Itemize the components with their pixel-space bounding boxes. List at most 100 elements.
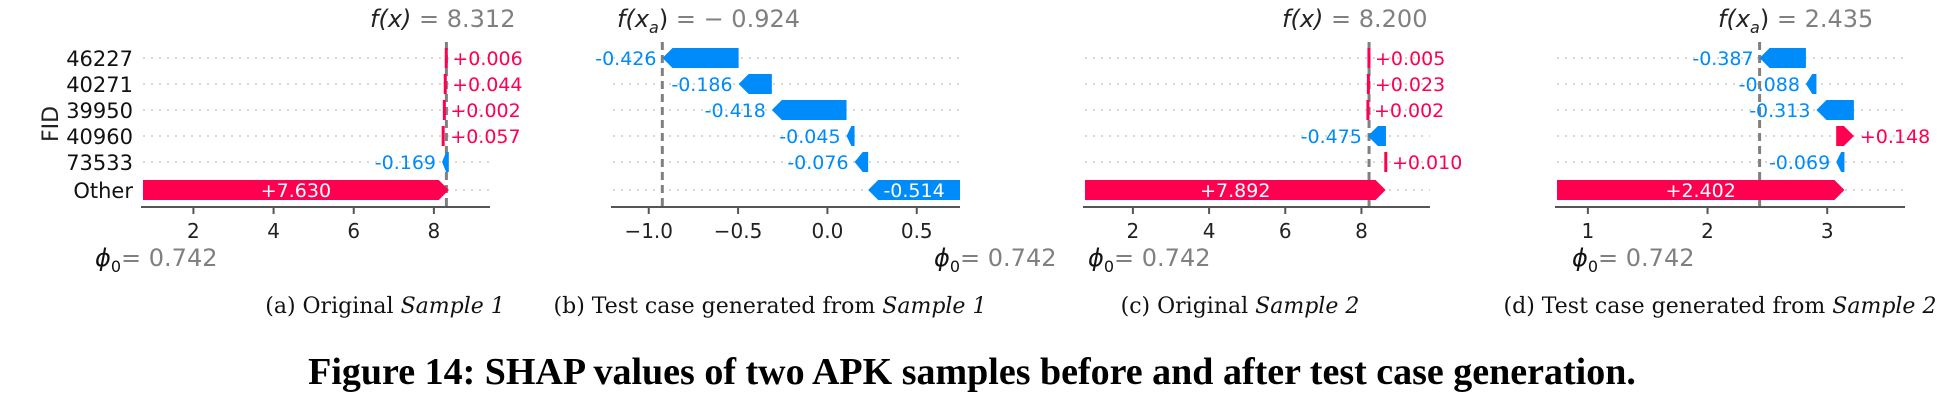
bar-value-label: -0.313	[1749, 100, 1810, 122]
caption-sample: Sample 2	[1255, 294, 1359, 319]
shap-bar	[143, 180, 449, 200]
bar-value-label: -0.514	[883, 180, 944, 202]
x-tick-label: 3	[1821, 219, 1834, 243]
shap-bar	[868, 180, 960, 200]
shap-bar	[442, 152, 449, 172]
x-tick-label: 6	[347, 219, 360, 243]
bar-value-label: -0.076	[787, 152, 848, 174]
x-tick-label: 4	[1203, 219, 1216, 243]
base-value: = 0.742	[960, 244, 1056, 272]
base-value-annotation: ϕ0= 0.742	[934, 244, 1056, 276]
fx-subscript: a	[649, 18, 659, 37]
caption-text: (c) Original	[1121, 294, 1256, 319]
bar-value-label: -0.045	[779, 126, 840, 148]
fx-value: = 2.435	[1769, 5, 1873, 33]
shap-bar	[738, 74, 772, 94]
bar-value-label: +0.005	[1375, 48, 1445, 70]
x-tick-label: 2	[1701, 219, 1714, 243]
caption-text: (b) Test case generated from	[554, 294, 883, 319]
base-value: = 0.742	[1114, 244, 1210, 272]
x-tick-label: −1.0	[624, 219, 673, 243]
bar-value-label: -0.088	[1739, 74, 1800, 96]
y-axis-label: FID	[39, 106, 64, 142]
subfigure-caption: (a) Original Sample 1	[265, 294, 505, 319]
bar-value-label: -0.475	[1301, 126, 1362, 148]
x-tick-label: 0.0	[812, 219, 844, 243]
shap-bar	[442, 100, 446, 120]
bar-value-label: -0.426	[595, 48, 656, 70]
x-tick-label: 0.5	[901, 219, 933, 243]
feature-name: 73533	[66, 151, 133, 175]
fx-subscript: a	[1750, 18, 1760, 37]
bar-value-label: -0.069	[1769, 152, 1830, 174]
fx-symbol: f(x)	[370, 5, 411, 33]
fx-annotation: f(xa) = − 0.924	[617, 5, 800, 37]
bar-value-label: +0.148	[1860, 126, 1930, 148]
shap-bar	[1367, 126, 1386, 146]
phi-subscript: 0	[111, 257, 121, 276]
x-tick-label: 2	[187, 219, 200, 243]
feature-name: 39950	[66, 99, 133, 123]
x-tick-label: −0.5	[714, 219, 763, 243]
shap-bar	[771, 100, 847, 120]
subfigure-caption: (d) Test case generated from Sample 2	[1504, 294, 1937, 319]
bar-value-label: -0.186	[671, 74, 732, 96]
x-tick-label: 8	[1355, 219, 1368, 243]
bar-value-label: +0.002	[450, 100, 520, 122]
fx-annotation: f(x) = 8.312	[370, 5, 515, 33]
caption-sample: Sample 1	[882, 294, 986, 319]
shap-bar	[1759, 48, 1806, 68]
shap-bar	[1085, 180, 1386, 200]
fx-symbol: f(x)	[1282, 5, 1323, 33]
base-value: = 0.742	[1598, 244, 1694, 272]
phi-symbol: ϕ	[1572, 244, 1588, 272]
base-value-annotation: ϕ0= 0.742	[1088, 244, 1210, 276]
phi-subscript: 0	[1104, 257, 1114, 276]
fx-symbol: f(x	[617, 5, 650, 33]
shap-bar	[854, 152, 869, 172]
bar-value-label: +7.892	[1200, 180, 1270, 202]
shap-bar	[1557, 180, 1845, 200]
subfigure-caption: (b) Test case generated from Sample 1	[554, 294, 987, 319]
subfigure-caption: (c) Original Sample 2	[1121, 294, 1360, 319]
caption-text: (d) Test case generated from	[1504, 294, 1833, 319]
bar-value-label: +0.002	[1374, 100, 1444, 122]
x-tick-label: 4	[267, 219, 280, 243]
bar-value-label: +0.010	[1392, 152, 1462, 174]
caption-text: (a) Original	[265, 294, 400, 319]
panel-b: -0.426 -0.186 -0.418 -0.045 -0.076 -0.514 −1.0…	[554, 5, 1057, 319]
fx-value: = 8.312	[411, 5, 515, 33]
fx-value: = − 0.924	[668, 5, 800, 33]
panel-c: +0.005 +0.023 +0.002 -0.475 +0.010 +7.892 2 4 6 8…	[1083, 5, 1462, 319]
phi-subscript: 0	[1588, 257, 1598, 276]
bar-value-label: +0.044	[452, 74, 522, 96]
shap-bar	[846, 126, 855, 146]
phi-symbol: ϕ	[1088, 244, 1104, 272]
shap-bar	[1384, 152, 1388, 172]
feature-name: Other	[73, 179, 133, 203]
shap-bar	[1836, 126, 1854, 146]
panel-a: +0.006 46227 +0.044 40271 +0.002 39950 +0.057 4…	[66, 5, 523, 319]
feature-name: 46227	[66, 47, 133, 71]
shap-bar	[1805, 74, 1817, 94]
panels-group: FID+0.00646227+0.04440271+0.00239950+0.0…	[39, 5, 1936, 319]
shap-bar	[1836, 152, 1845, 172]
shap-bar	[1816, 100, 1854, 120]
bar-value-label: +0.023	[1375, 74, 1445, 96]
bar-value-label: -0.387	[1692, 48, 1753, 70]
feature-name: 40271	[66, 73, 133, 97]
x-tick-label: 8	[428, 219, 441, 243]
shap-bar	[662, 48, 739, 68]
feature-name: 40960	[66, 125, 133, 149]
shap-bar	[444, 48, 448, 68]
caption-sample: Sample 1	[401, 294, 505, 319]
fx-value: = 8.200	[1323, 5, 1427, 33]
bar-value-label: -0.418	[705, 100, 766, 122]
base-value: = 0.742	[121, 244, 217, 272]
phi-subscript: 0	[950, 257, 960, 276]
bar-value-label: +7.630	[261, 180, 331, 202]
bar-value-label: +2.402	[1666, 180, 1736, 202]
base-value-annotation: ϕ0= 0.742	[95, 244, 217, 276]
